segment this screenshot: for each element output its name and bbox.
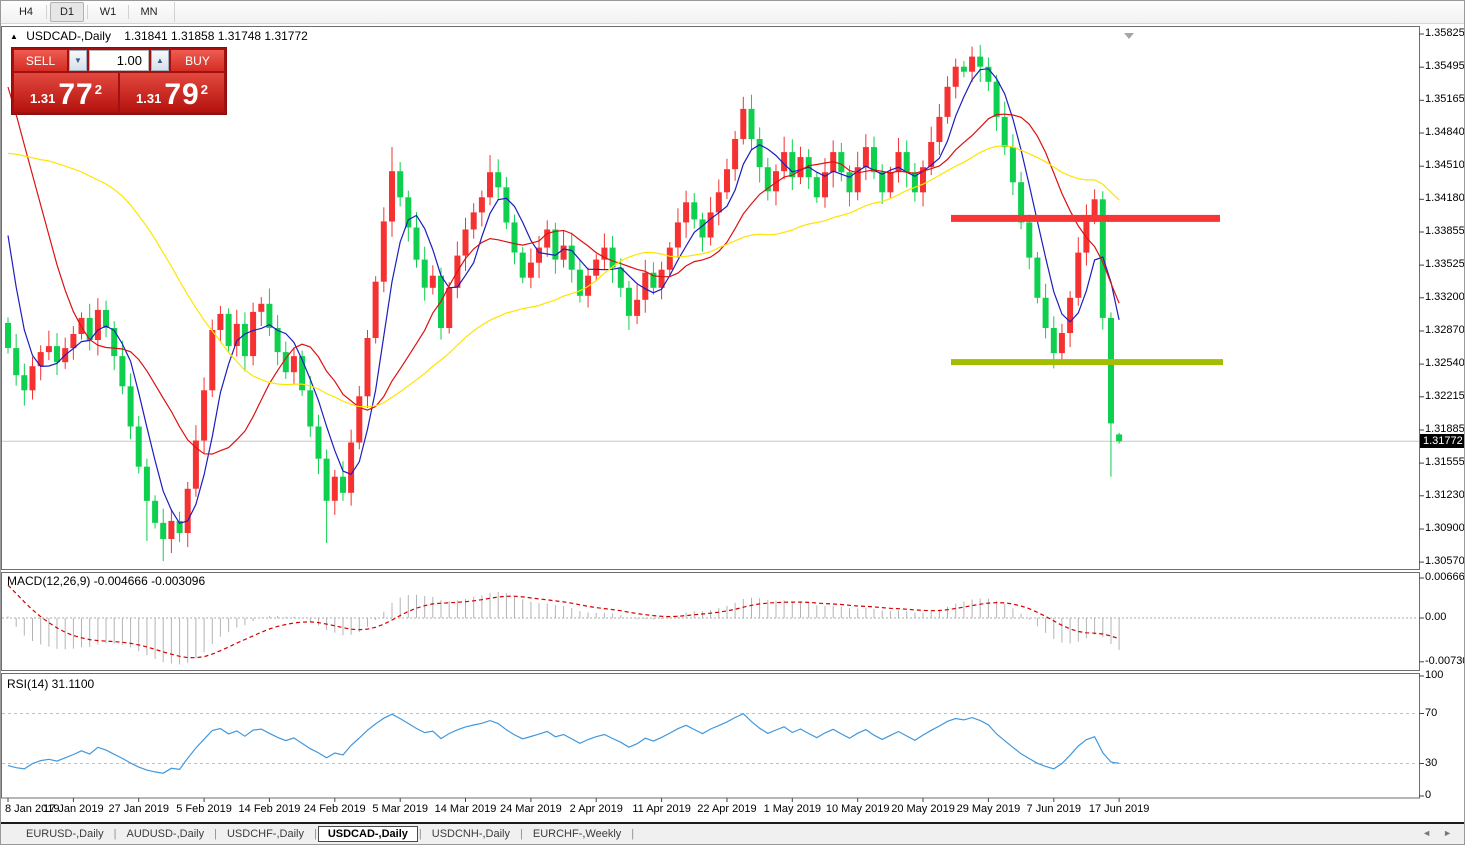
date-axis-label: 2 Apr 2019 bbox=[569, 803, 623, 815]
macd-axis-label: -0.007308 bbox=[1425, 655, 1464, 667]
date-axis-label: 7 Jun 2019 bbox=[1026, 803, 1081, 815]
tab-separator: | bbox=[418, 828, 422, 840]
date-axis-label: 8 Jan 2019 bbox=[5, 803, 60, 815]
date-axis-label: 17 Jan 2019 bbox=[43, 803, 104, 815]
chart-symbol-label: USDCAD-,Daily bbox=[26, 29, 111, 43]
price-axis-label: 1.34840 bbox=[1425, 126, 1465, 138]
date-axis-label: 29 May 2019 bbox=[956, 803, 1021, 815]
current-price-tag: 1.31772 bbox=[1420, 434, 1464, 448]
price-axis-label: 1.33855 bbox=[1425, 225, 1465, 237]
buy-price-box[interactable]: 1.31 79 2 bbox=[120, 73, 224, 112]
chevron-down-icon: ▼ bbox=[74, 56, 82, 65]
price-axis-label: 1.31885 bbox=[1425, 423, 1465, 435]
price-axis-label: 1.31555 bbox=[1425, 456, 1465, 468]
macd-axis-label: 0.006667 bbox=[1425, 571, 1465, 583]
sell-price-prefix: 1.31 bbox=[30, 91, 56, 106]
price-axis-label: 1.35165 bbox=[1425, 93, 1465, 105]
date-axis-label: 14 Mar 2019 bbox=[434, 803, 497, 815]
date-axis-label: 24 Mar 2019 bbox=[499, 803, 562, 815]
chart-tab-usdchf[interactable]: USDCHF-,Daily bbox=[226, 828, 304, 840]
date-axis-label: 24 Feb 2019 bbox=[303, 803, 366, 815]
collapse-panel-icon[interactable]: ▲ bbox=[10, 32, 18, 41]
toolbar-separator bbox=[174, 2, 175, 22]
date-axis-label: 5 Mar 2019 bbox=[372, 803, 428, 815]
tab-separator: | bbox=[631, 828, 635, 840]
macd-label: MACD(12,26,9) -0.004666 -0.003096 bbox=[7, 574, 206, 588]
date-axis-label: 20 May 2019 bbox=[891, 803, 955, 815]
date-axis-label: 1 May 2019 bbox=[763, 803, 822, 815]
chart-tab-usdcad[interactable]: USDCAD-,Daily bbox=[317, 826, 418, 842]
sell-button[interactable]: SELL bbox=[14, 50, 67, 71]
date-axis-label: 27 Jan 2019 bbox=[108, 803, 169, 815]
tab-separator: | bbox=[113, 828, 117, 840]
price-axis-label: 1.34510 bbox=[1425, 159, 1465, 171]
tab-separator: | bbox=[214, 828, 217, 840]
tabs-scroll-right-button[interactable]: ► bbox=[1443, 828, 1452, 838]
price-axis-label: 1.33525 bbox=[1425, 258, 1465, 270]
price-axis-label: 1.30570 bbox=[1425, 555, 1465, 567]
toolbar-separator bbox=[46, 5, 47, 19]
date-axis-label: 17 Jun 2019 bbox=[1088, 803, 1150, 815]
toolbar-separator bbox=[128, 5, 129, 19]
price-axis-label: 1.35495 bbox=[1425, 60, 1465, 72]
tab-separator: | bbox=[520, 828, 523, 840]
price-axis-label: 1.35825 bbox=[1425, 27, 1465, 39]
timeframe-button-d1[interactable]: D1 bbox=[50, 2, 84, 22]
sell-price-box[interactable]: 1.31 77 2 bbox=[14, 73, 118, 112]
timeframe-button-h4[interactable]: H4 bbox=[18, 6, 34, 18]
sell-price-big: 77 bbox=[58, 78, 94, 111]
volume-input[interactable]: 1.00 bbox=[89, 50, 149, 71]
toolbar-separator bbox=[87, 5, 88, 19]
one-click-trade-panel: SELL ▼ 1.00 ▲ BUY 1.31 77 2 1.31 79 2 bbox=[11, 47, 227, 115]
date-axis-label: 5 Feb 2019 bbox=[176, 803, 232, 815]
volume-increase-button[interactable]: ▲ bbox=[151, 50, 169, 71]
timeframe-button-mn[interactable]: MN bbox=[140, 6, 158, 18]
price-axis-label: 1.32215 bbox=[1425, 390, 1465, 402]
rsi-axis-label: 30 bbox=[1425, 757, 1438, 769]
date-axis-label: 22 Apr 2019 bbox=[697, 803, 757, 815]
chart-tab-audusd[interactable]: AUDUSD-,Daily bbox=[126, 828, 205, 840]
timeframe-button-w1[interactable]: W1 bbox=[99, 6, 117, 18]
chart-tab-eurusd[interactable]: EURUSD-,Daily bbox=[26, 828, 104, 840]
rsi-axis-label: 0 bbox=[1425, 789, 1432, 801]
tabs-scroll-left-button[interactable]: ◄ bbox=[1422, 828, 1432, 838]
date-axis-label: 11 Apr 2019 bbox=[632, 803, 691, 815]
timeframe-toolbar: H4 D1 W1 MN bbox=[1, 1, 1464, 24]
tab-separator: | bbox=[313, 828, 317, 840]
price-axis-label: 1.31230 bbox=[1425, 489, 1465, 501]
price-axis-label: 1.32870 bbox=[1425, 324, 1465, 336]
buy-price-pip: 2 bbox=[200, 82, 208, 97]
rsi-axis-label: 70 bbox=[1425, 707, 1438, 719]
sell-price-pip: 2 bbox=[94, 82, 102, 97]
chart-title: ▲ USDCAD-,Daily 1.31841 1.31858 1.31748 … bbox=[10, 29, 308, 43]
date-axis-label: 14 Feb 2019 bbox=[238, 803, 301, 815]
macd-axis-label: 0.00 bbox=[1425, 611, 1447, 623]
buy-price-big: 79 bbox=[164, 78, 200, 111]
price-axis-label: 1.30900 bbox=[1425, 522, 1465, 534]
chevron-up-icon: ▲ bbox=[156, 56, 164, 65]
chart-tab-eurchf[interactable]: EURCHF-,Weekly bbox=[532, 828, 622, 840]
rsi-label: RSI(14) 31.1100 bbox=[7, 677, 95, 691]
volume-decrease-button[interactable]: ▼ bbox=[69, 50, 87, 71]
buy-button[interactable]: BUY bbox=[171, 50, 224, 71]
price-axis-label: 1.32540 bbox=[1425, 357, 1465, 369]
chart-ohlc-values: 1.31841 1.31858 1.31748 1.31772 bbox=[124, 29, 308, 43]
buy-price-prefix: 1.31 bbox=[136, 91, 162, 106]
rsi-axis-label: 100 bbox=[1425, 669, 1444, 681]
chart-tab-bar: EURUSD-,Daily | AUDUSD-,Daily | USDCHF-,Dail… bbox=[1, 822, 1464, 844]
auto-scroll-marker-icon[interactable] bbox=[1123, 27, 1135, 45]
chart-tab-usdcnh[interactable]: USDCNH-,Daily bbox=[431, 828, 510, 840]
price-axis-label: 1.33200 bbox=[1425, 291, 1465, 303]
date-axis-label: 10 May 2019 bbox=[825, 803, 890, 815]
price-axis-label: 1.34180 bbox=[1425, 192, 1465, 204]
